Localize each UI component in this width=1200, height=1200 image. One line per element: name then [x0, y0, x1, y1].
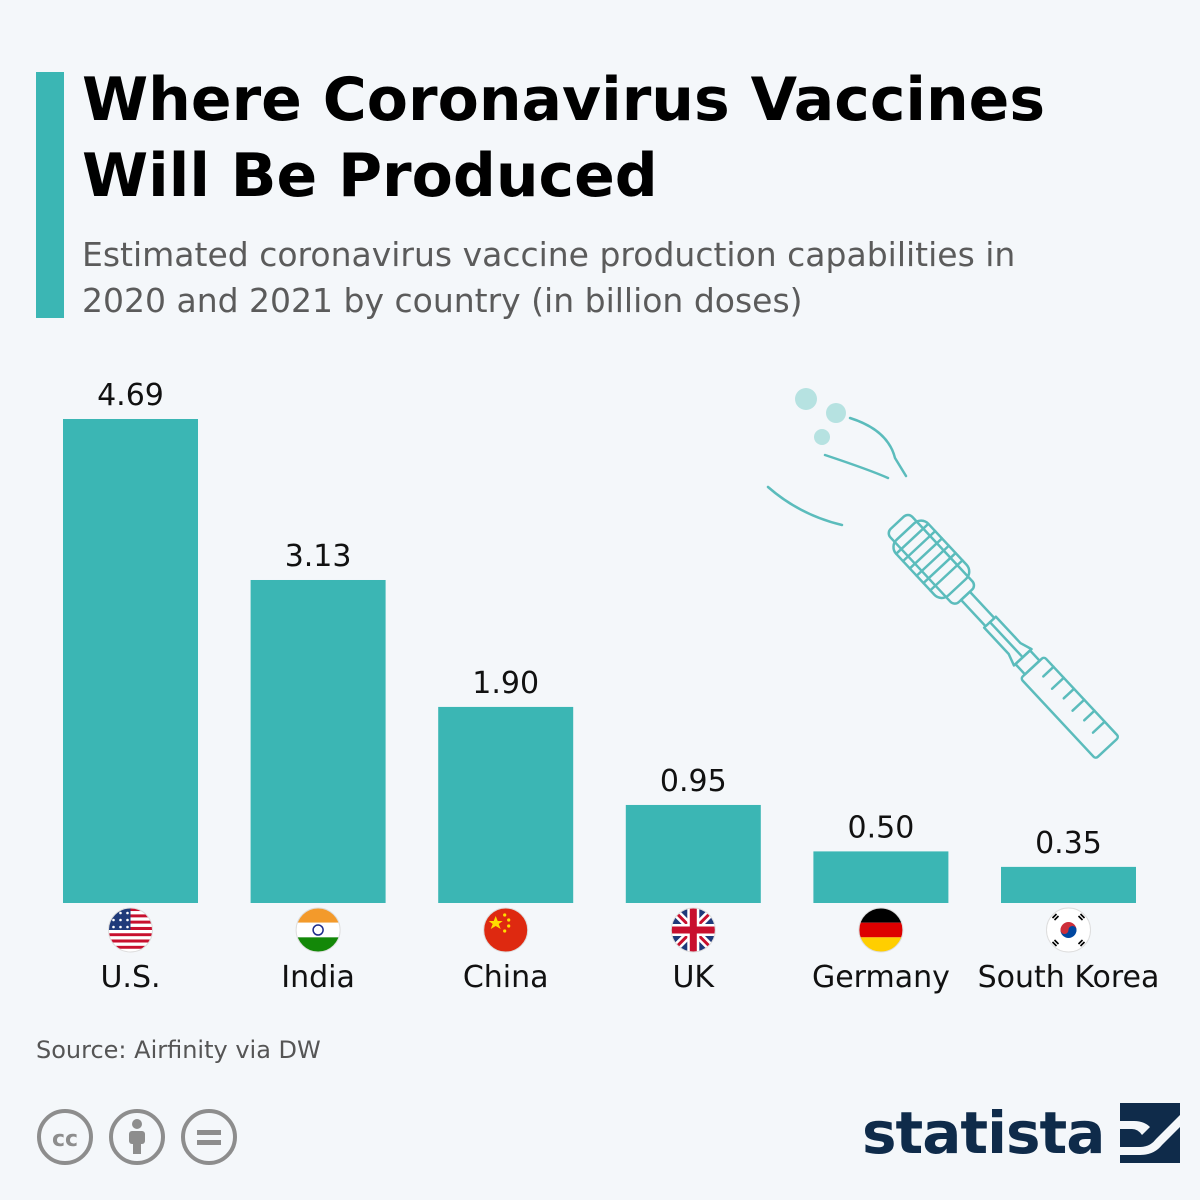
syringe-illustration [766, 388, 1120, 759]
category-label: UK [672, 960, 715, 995]
svg-text:cc: cc [52, 1127, 78, 1152]
category-label: India [281, 960, 355, 995]
data-label: 0.35 [1035, 826, 1102, 861]
no-derivatives-icon[interactable] [180, 1108, 238, 1166]
bubble-icon [814, 429, 830, 445]
license-icons: cc [36, 1108, 238, 1166]
flag-outline [858, 907, 904, 953]
flag-outline [295, 907, 341, 953]
title-line-2: Will Be Produced [82, 141, 658, 211]
data-label: 0.95 [660, 764, 727, 799]
statista-logo[interactable]: statista [862, 1098, 1181, 1168]
flag-outline [670, 907, 716, 953]
cc-icon[interactable]: cc [36, 1108, 94, 1166]
germany-flag-icon [858, 908, 903, 952]
bar [63, 419, 198, 903]
page-title: Where Coronavirus Vaccines Will Be Produ… [82, 62, 1172, 214]
bar [250, 579, 386, 903]
category-label: U.S. [100, 960, 160, 995]
bubble-icon [795, 388, 817, 410]
bars-layer: 4.69 U.S. 3.13 India 1.90 China 0.95 UK 0.50 Germ… [63, 378, 1159, 995]
category-label: Germany [812, 960, 950, 995]
subtitle-line-2: 2020 and 2021 by country (in billion dos… [82, 281, 803, 320]
statista-mark-icon [1120, 1103, 1181, 1163]
title-accent-bar [36, 72, 64, 318]
flag-outline [108, 907, 153, 953]
uk-flag-icon [671, 908, 716, 952]
category-label: South Korea [978, 960, 1160, 995]
india-flag-icon [296, 908, 341, 952]
category-label: China [463, 960, 549, 995]
data-label: 4.69 [97, 378, 164, 413]
source-note: Source: Airfinity via DW [36, 1036, 321, 1064]
data-label: 3.13 [285, 539, 352, 574]
south-korea-flag-icon [1046, 908, 1091, 952]
title-line-1: Where Coronavirus Vaccines [82, 65, 1046, 135]
bubble-icon [826, 403, 846, 423]
subtitle: Estimated coronavirus vaccine production… [82, 232, 1172, 324]
bar [438, 706, 574, 903]
china-flag-icon [483, 908, 528, 952]
attribution-icon[interactable] [108, 1108, 166, 1166]
data-label: 0.50 [848, 810, 915, 845]
flag-outline [483, 907, 529, 953]
bar [625, 804, 761, 903]
brand-wordmark: statista [862, 1099, 1105, 1167]
data-label: 1.90 [472, 666, 539, 701]
bar [1001, 866, 1136, 903]
bar [813, 851, 949, 903]
flag-outline [1046, 907, 1091, 953]
flags-layer [108, 907, 1091, 953]
subtitle-line-1: Estimated coronavirus vaccine production… [82, 235, 1016, 274]
